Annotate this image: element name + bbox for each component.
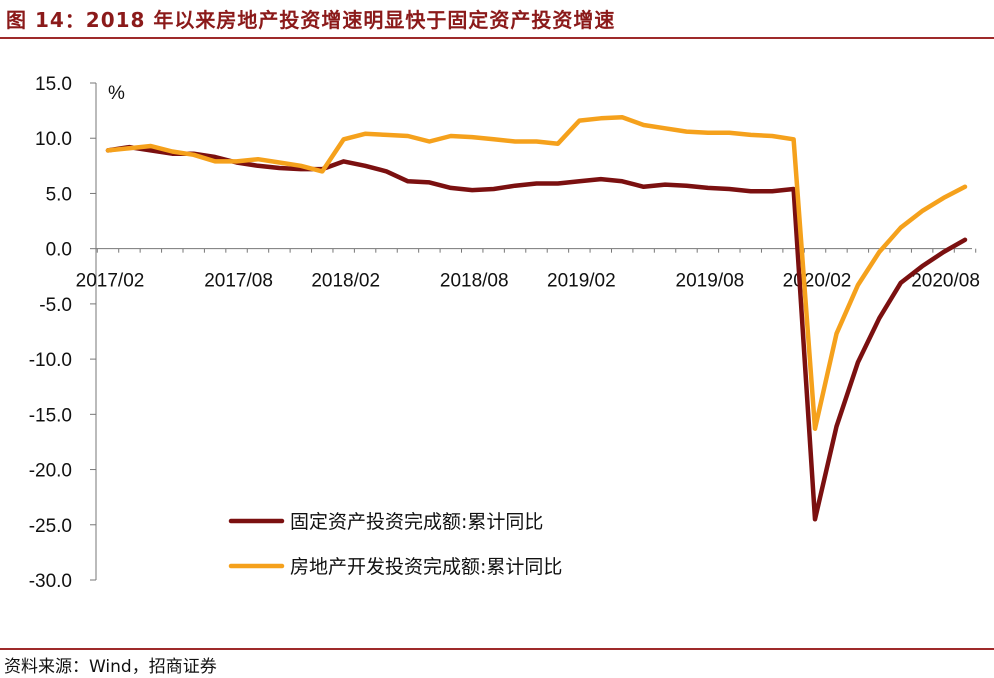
y-tick-label: -10.0 bbox=[29, 350, 72, 371]
figure-title: 图 14：2018 年以来房地产投资增速明显快于固定资产投资增速 bbox=[6, 8, 616, 32]
x-tick-label: 2019/02 bbox=[547, 271, 616, 292]
series-line-2 bbox=[105, 114, 968, 431]
x-tick-label: 2020/08 bbox=[911, 271, 980, 292]
y-tick-label: -5.0 bbox=[39, 295, 72, 316]
series-layer bbox=[105, 114, 968, 522]
x-tick-label: 2018/08 bbox=[440, 271, 509, 292]
line-chart: 15.0 10.0 5.0 0.0 -5.0 -10.0 -15.0 -20.0 -25.0 -3… bbox=[29, 74, 980, 592]
source-divider bbox=[0, 648, 994, 650]
source-note: 资料来源：Wind，招商证券 bbox=[4, 657, 217, 677]
y-tick-label: 5.0 bbox=[46, 184, 72, 205]
legend-label-1: 固定资产投资完成额:累计同比 bbox=[290, 511, 543, 533]
y-tick-label: -25.0 bbox=[29, 516, 72, 537]
title-divider bbox=[0, 37, 994, 39]
y-tick-label: 10.0 bbox=[35, 129, 72, 150]
x-tick-label: 2020/02 bbox=[783, 271, 852, 292]
y-tick-label: 0.0 bbox=[46, 240, 72, 261]
series-line-1 bbox=[105, 144, 968, 522]
x-tick-label: 2018/02 bbox=[311, 271, 380, 292]
x-tick-label: 2019/08 bbox=[676, 271, 745, 292]
x-tick-label: 2017/08 bbox=[204, 271, 273, 292]
y-axis: 15.0 10.0 5.0 0.0 -5.0 -10.0 -15.0 -20.0 -25.0 -3… bbox=[29, 74, 97, 592]
x-tick-label: 2017/02 bbox=[76, 271, 145, 292]
y-tick-label: -20.0 bbox=[29, 461, 72, 482]
x-axis: 2017/02 2017/08 2018/02 2018/08 2019/02 2019/… bbox=[76, 248, 980, 292]
y-tick-label: 15.0 bbox=[35, 74, 72, 95]
y-unit-label: % bbox=[108, 83, 125, 104]
y-tick-label: -15.0 bbox=[29, 405, 72, 426]
legend-label-2: 房地产开发投资完成额:累计同比 bbox=[290, 556, 562, 578]
y-tick-label: -30.0 bbox=[29, 571, 72, 592]
